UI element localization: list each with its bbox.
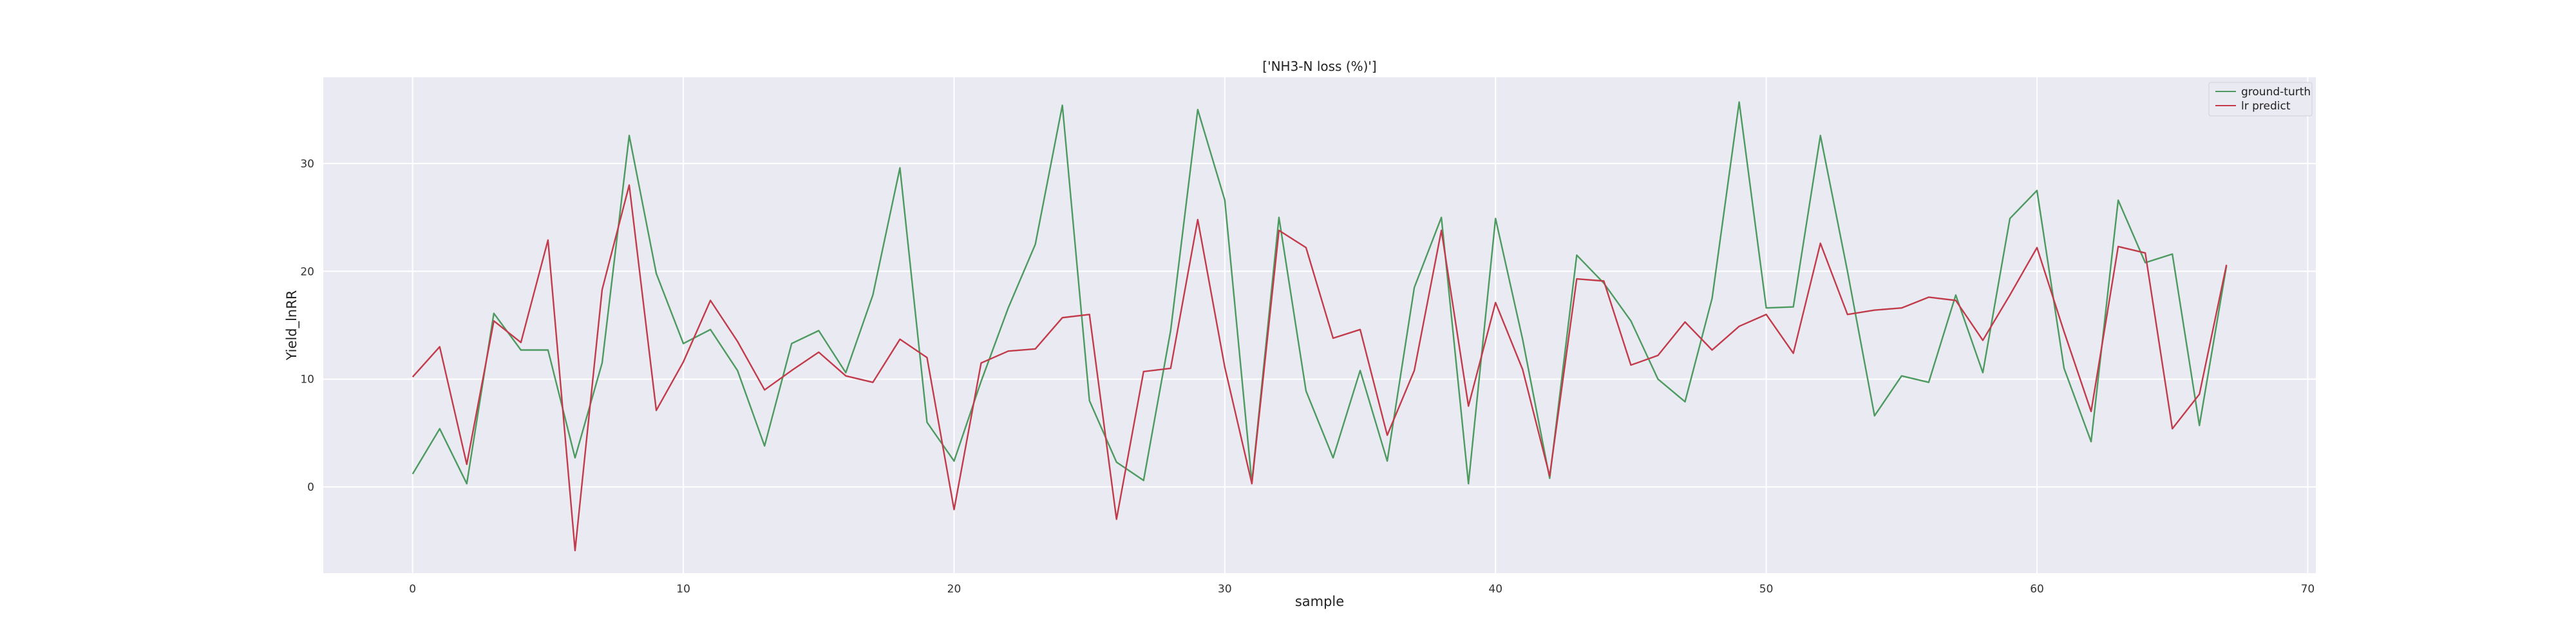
x-tick-label: 70	[2301, 583, 2315, 596]
y-axis-title: Yield_lnRR	[284, 290, 300, 361]
x-axis-title: sample	[1295, 594, 1344, 609]
chart-title: ['NH3-N loss (%)']	[1262, 59, 1376, 74]
x-tick-label: 10	[676, 583, 690, 596]
x-tick-label: 0	[409, 583, 416, 596]
y-tick-label: 10	[300, 374, 314, 386]
legend: ground-turth lr predict	[2208, 82, 2313, 117]
legend-label-lr-predict: lr predict	[2241, 100, 2291, 113]
x-tick-label: 40	[1488, 583, 1502, 596]
legend-label-ground-turth: ground-turth	[2241, 86, 2311, 99]
series-layer	[412, 101, 2228, 552]
x-tick-label: 20	[947, 583, 961, 596]
y-tick-label: 20	[300, 265, 314, 278]
series-line-lr-predict	[412, 184, 2228, 552]
y-tick-label: 0	[307, 481, 314, 494]
y-tick-label: 30	[300, 158, 314, 171]
x-tick-label: 30	[1218, 583, 1232, 596]
x-tick-label: 60	[2030, 583, 2044, 596]
series-line-ground-turth	[412, 101, 2228, 485]
tick-labels: 0 10 20 30 40 50 60 70 0 10 20 30	[300, 158, 2315, 596]
x-tick-label: 50	[1759, 583, 1774, 596]
plot-area-background	[323, 77, 2316, 573]
